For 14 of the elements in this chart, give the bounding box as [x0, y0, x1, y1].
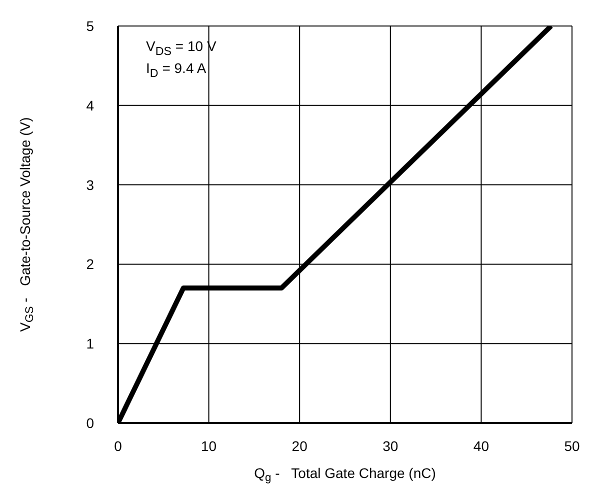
x-tick-label: 20 — [292, 438, 308, 454]
y-tick-label: 3 — [86, 176, 94, 193]
x-axis-title: Q$_{g}$ - Total Gate Charge (nC) — [254, 465, 436, 484]
x-tick-label: 10 — [201, 438, 217, 454]
y-tick-label: 1 — [86, 336, 94, 352]
x-tick-label: 40 — [473, 438, 490, 454]
x-tick-label: 0 — [114, 438, 122, 454]
annotation: I$_{D}$ = 9.4 A — [146, 60, 208, 82]
y-tick-label: 4 — [86, 97, 94, 114]
x-tick-label: 50 — [564, 438, 580, 454]
x-tick-label: 30 — [382, 438, 398, 454]
y-tick-label: 0 — [86, 414, 94, 431]
y-tick-label: 2 — [86, 256, 94, 272]
y-tick-label: 5 — [86, 18, 94, 34]
